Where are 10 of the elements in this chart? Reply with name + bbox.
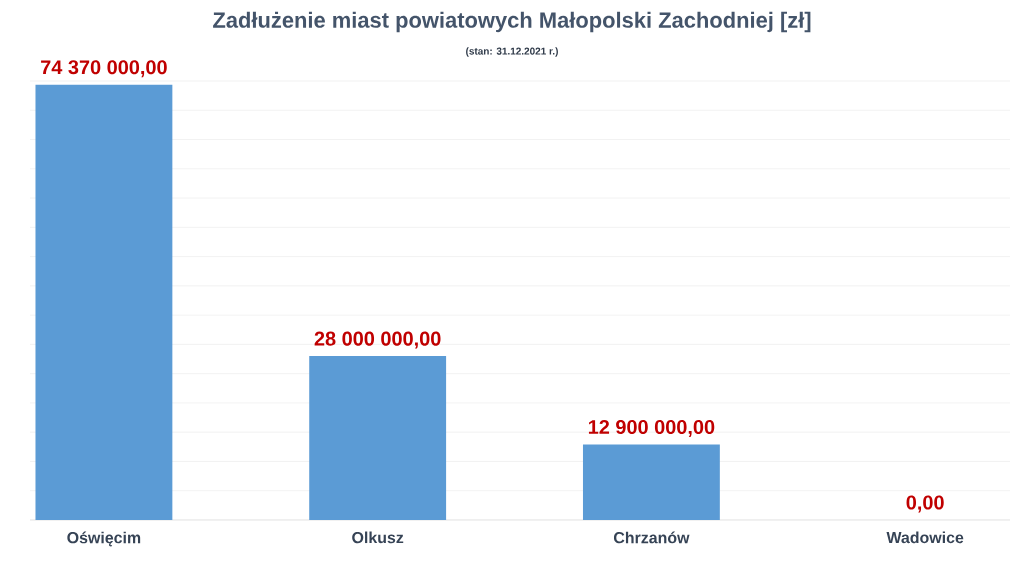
data-label: 74 370 000,00 xyxy=(41,60,167,78)
x-tick-label: Wadowice xyxy=(886,531,964,544)
chart-subtitle: (stan: 31.12.2021 r.) xyxy=(466,47,558,57)
x-tick-label: Chrzanów xyxy=(613,531,690,544)
data-label: 12 900 000,00 xyxy=(588,419,715,437)
x-tick-label: Olkusz xyxy=(352,531,404,544)
x-tick-label: Oświęcim xyxy=(67,531,141,547)
data-label: 0,00 xyxy=(906,495,944,513)
chart-title: Zadłużenie miast powiatowych Małopolski Zachodniej [zł] xyxy=(213,11,811,33)
data-label: 28 000 000,00 xyxy=(314,331,441,349)
